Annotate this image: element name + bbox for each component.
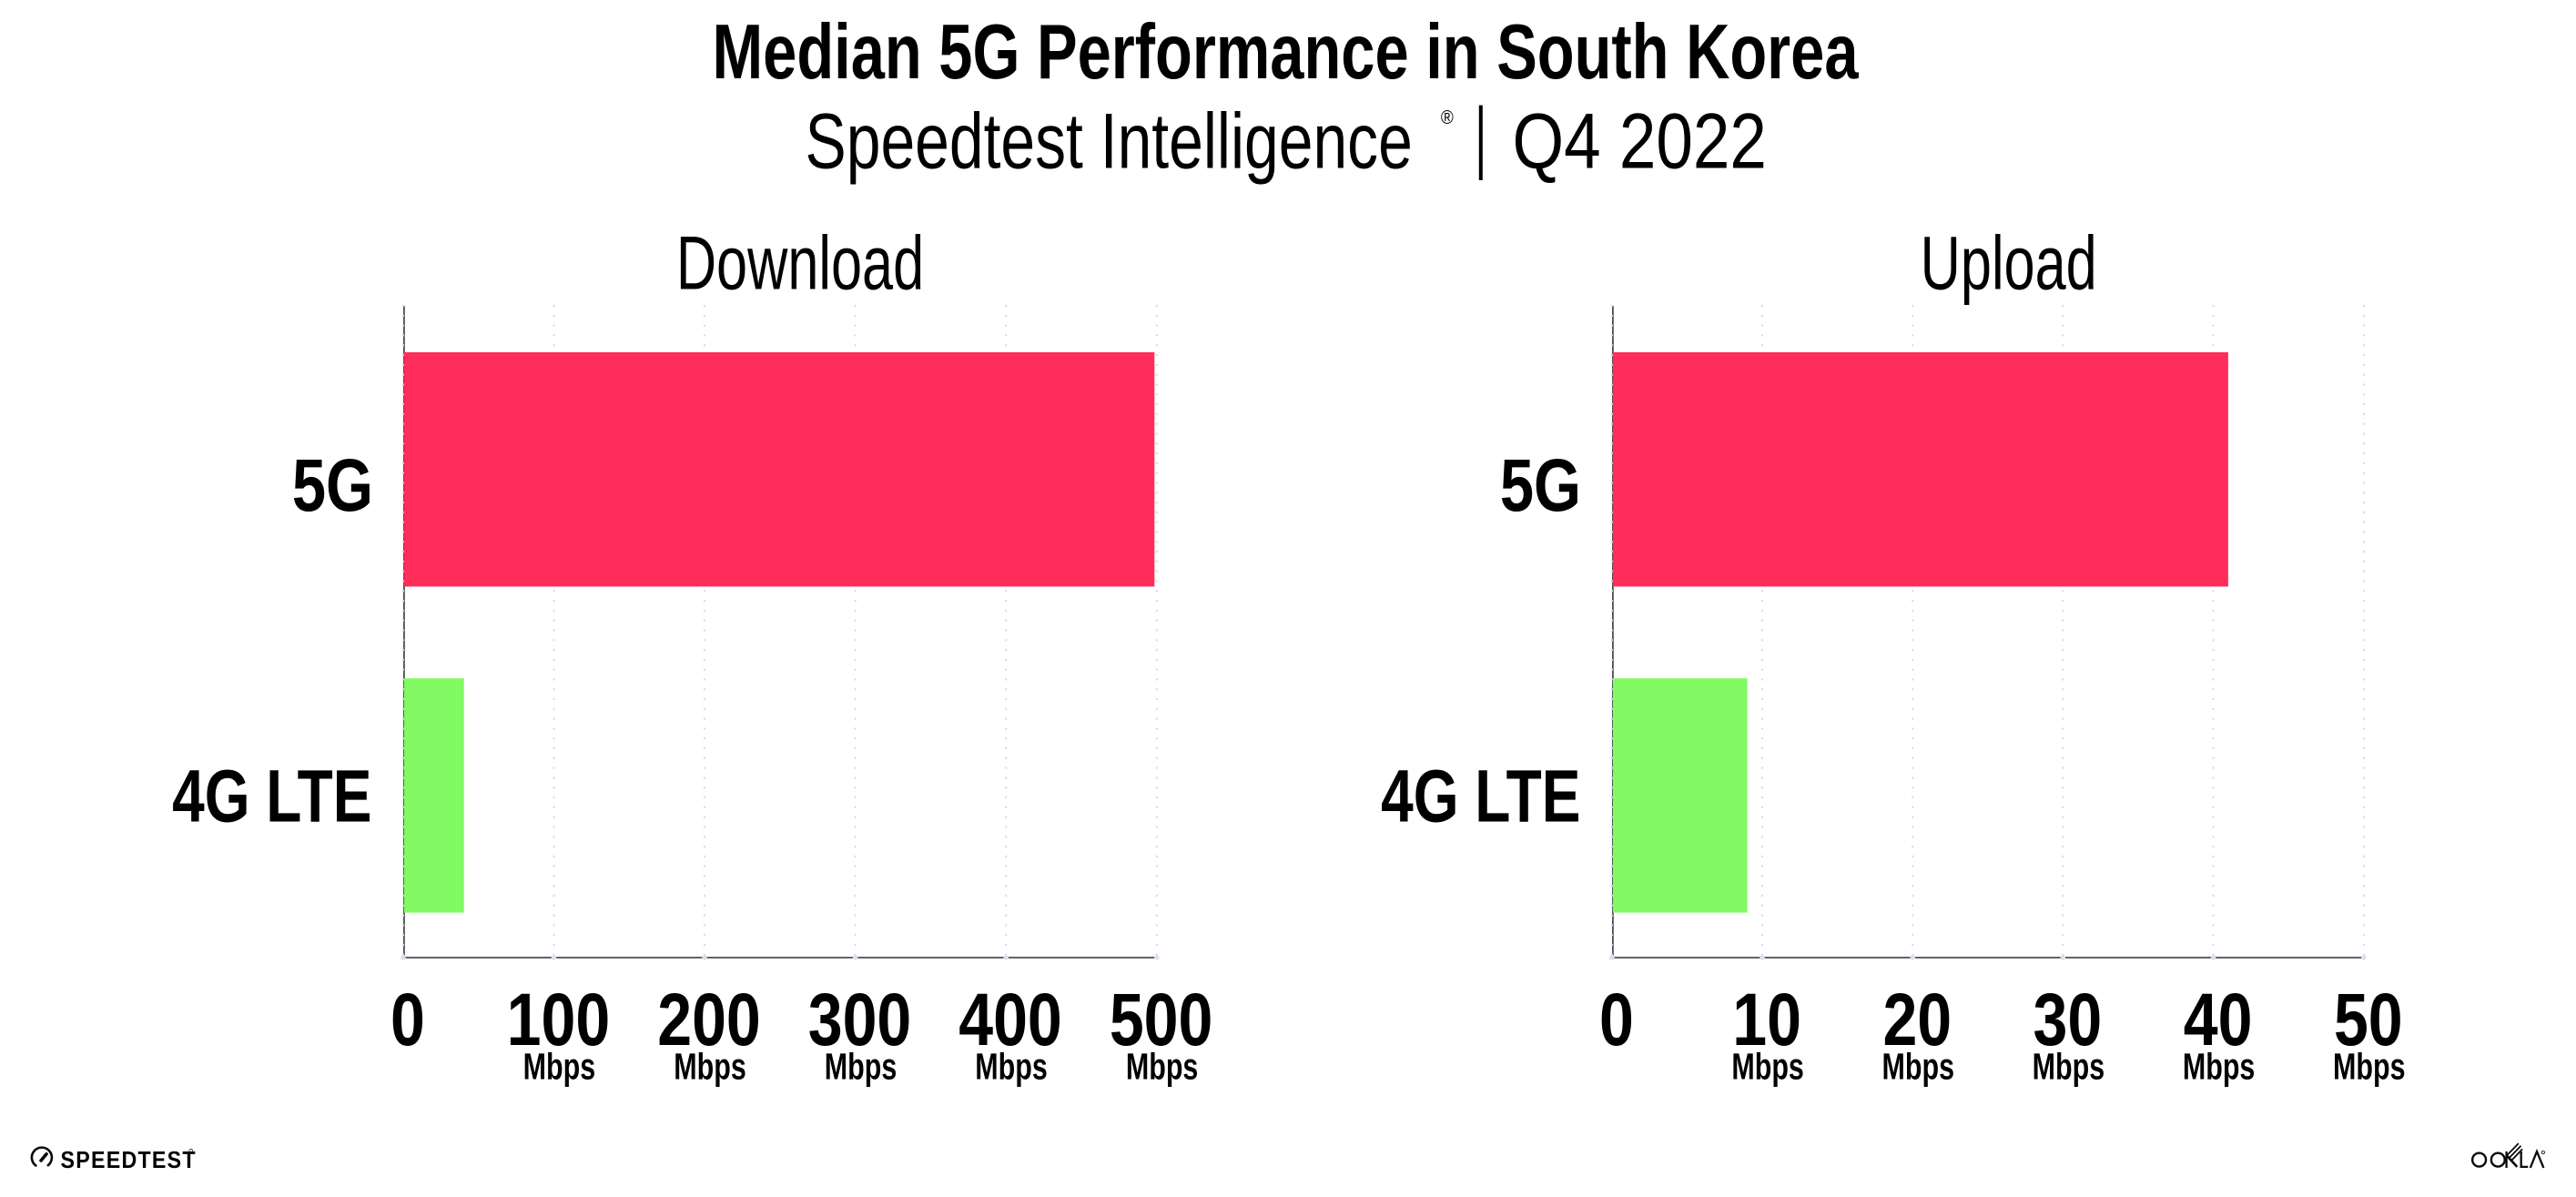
svg-text:Mbps: Mbps — [1882, 1046, 1955, 1087]
svg-text:Mbps: Mbps — [2333, 1046, 2406, 1087]
svg-text:5G: 5G — [1500, 442, 1581, 526]
svg-text:Speedtest Intelligence: Speedtest Intelligence — [806, 98, 1413, 186]
svg-text:Mbps: Mbps — [523, 1046, 596, 1087]
svg-text:4G LTE: 4G LTE — [172, 754, 371, 838]
svg-text:Upload: Upload — [1921, 221, 2097, 305]
svg-text:40: 40 — [2184, 978, 2253, 1060]
svg-text:Mbps: Mbps — [1126, 1046, 1199, 1087]
svg-text:400: 400 — [958, 978, 1062, 1060]
svg-text:500: 500 — [1110, 978, 1213, 1060]
svg-text:Mbps: Mbps — [2183, 1046, 2256, 1087]
svg-text:Median 5G Performance in South: Median 5G Performance in South Korea — [712, 8, 1859, 96]
svg-text:Mbps: Mbps — [1731, 1046, 1804, 1087]
svg-text:0: 0 — [390, 978, 425, 1060]
svg-text:®: ® — [1441, 107, 1454, 128]
svg-text:0: 0 — [1599, 978, 1634, 1060]
svg-text:4G LTE: 4G LTE — [1381, 754, 1580, 838]
svg-text:Mbps: Mbps — [674, 1046, 746, 1087]
svg-text:Q4 2022: Q4 2022 — [1513, 97, 1767, 185]
svg-text:10: 10 — [1732, 978, 1801, 1060]
svg-text:Mbps: Mbps — [975, 1046, 1048, 1087]
svg-text:20: 20 — [1882, 978, 1952, 1060]
svg-text:50: 50 — [2334, 978, 2403, 1060]
svg-text:Mbps: Mbps — [2033, 1046, 2105, 1087]
svg-text:200: 200 — [657, 978, 761, 1060]
svg-text:SPEEDTEST: SPEEDTEST — [61, 1148, 197, 1173]
svg-text:5G: 5G — [292, 442, 373, 526]
svg-text:100: 100 — [507, 978, 611, 1060]
svg-text:300: 300 — [808, 978, 912, 1060]
svg-text:Mbps: Mbps — [825, 1046, 898, 1087]
svg-text:30: 30 — [2033, 978, 2103, 1060]
svg-text:Download: Download — [676, 221, 924, 305]
